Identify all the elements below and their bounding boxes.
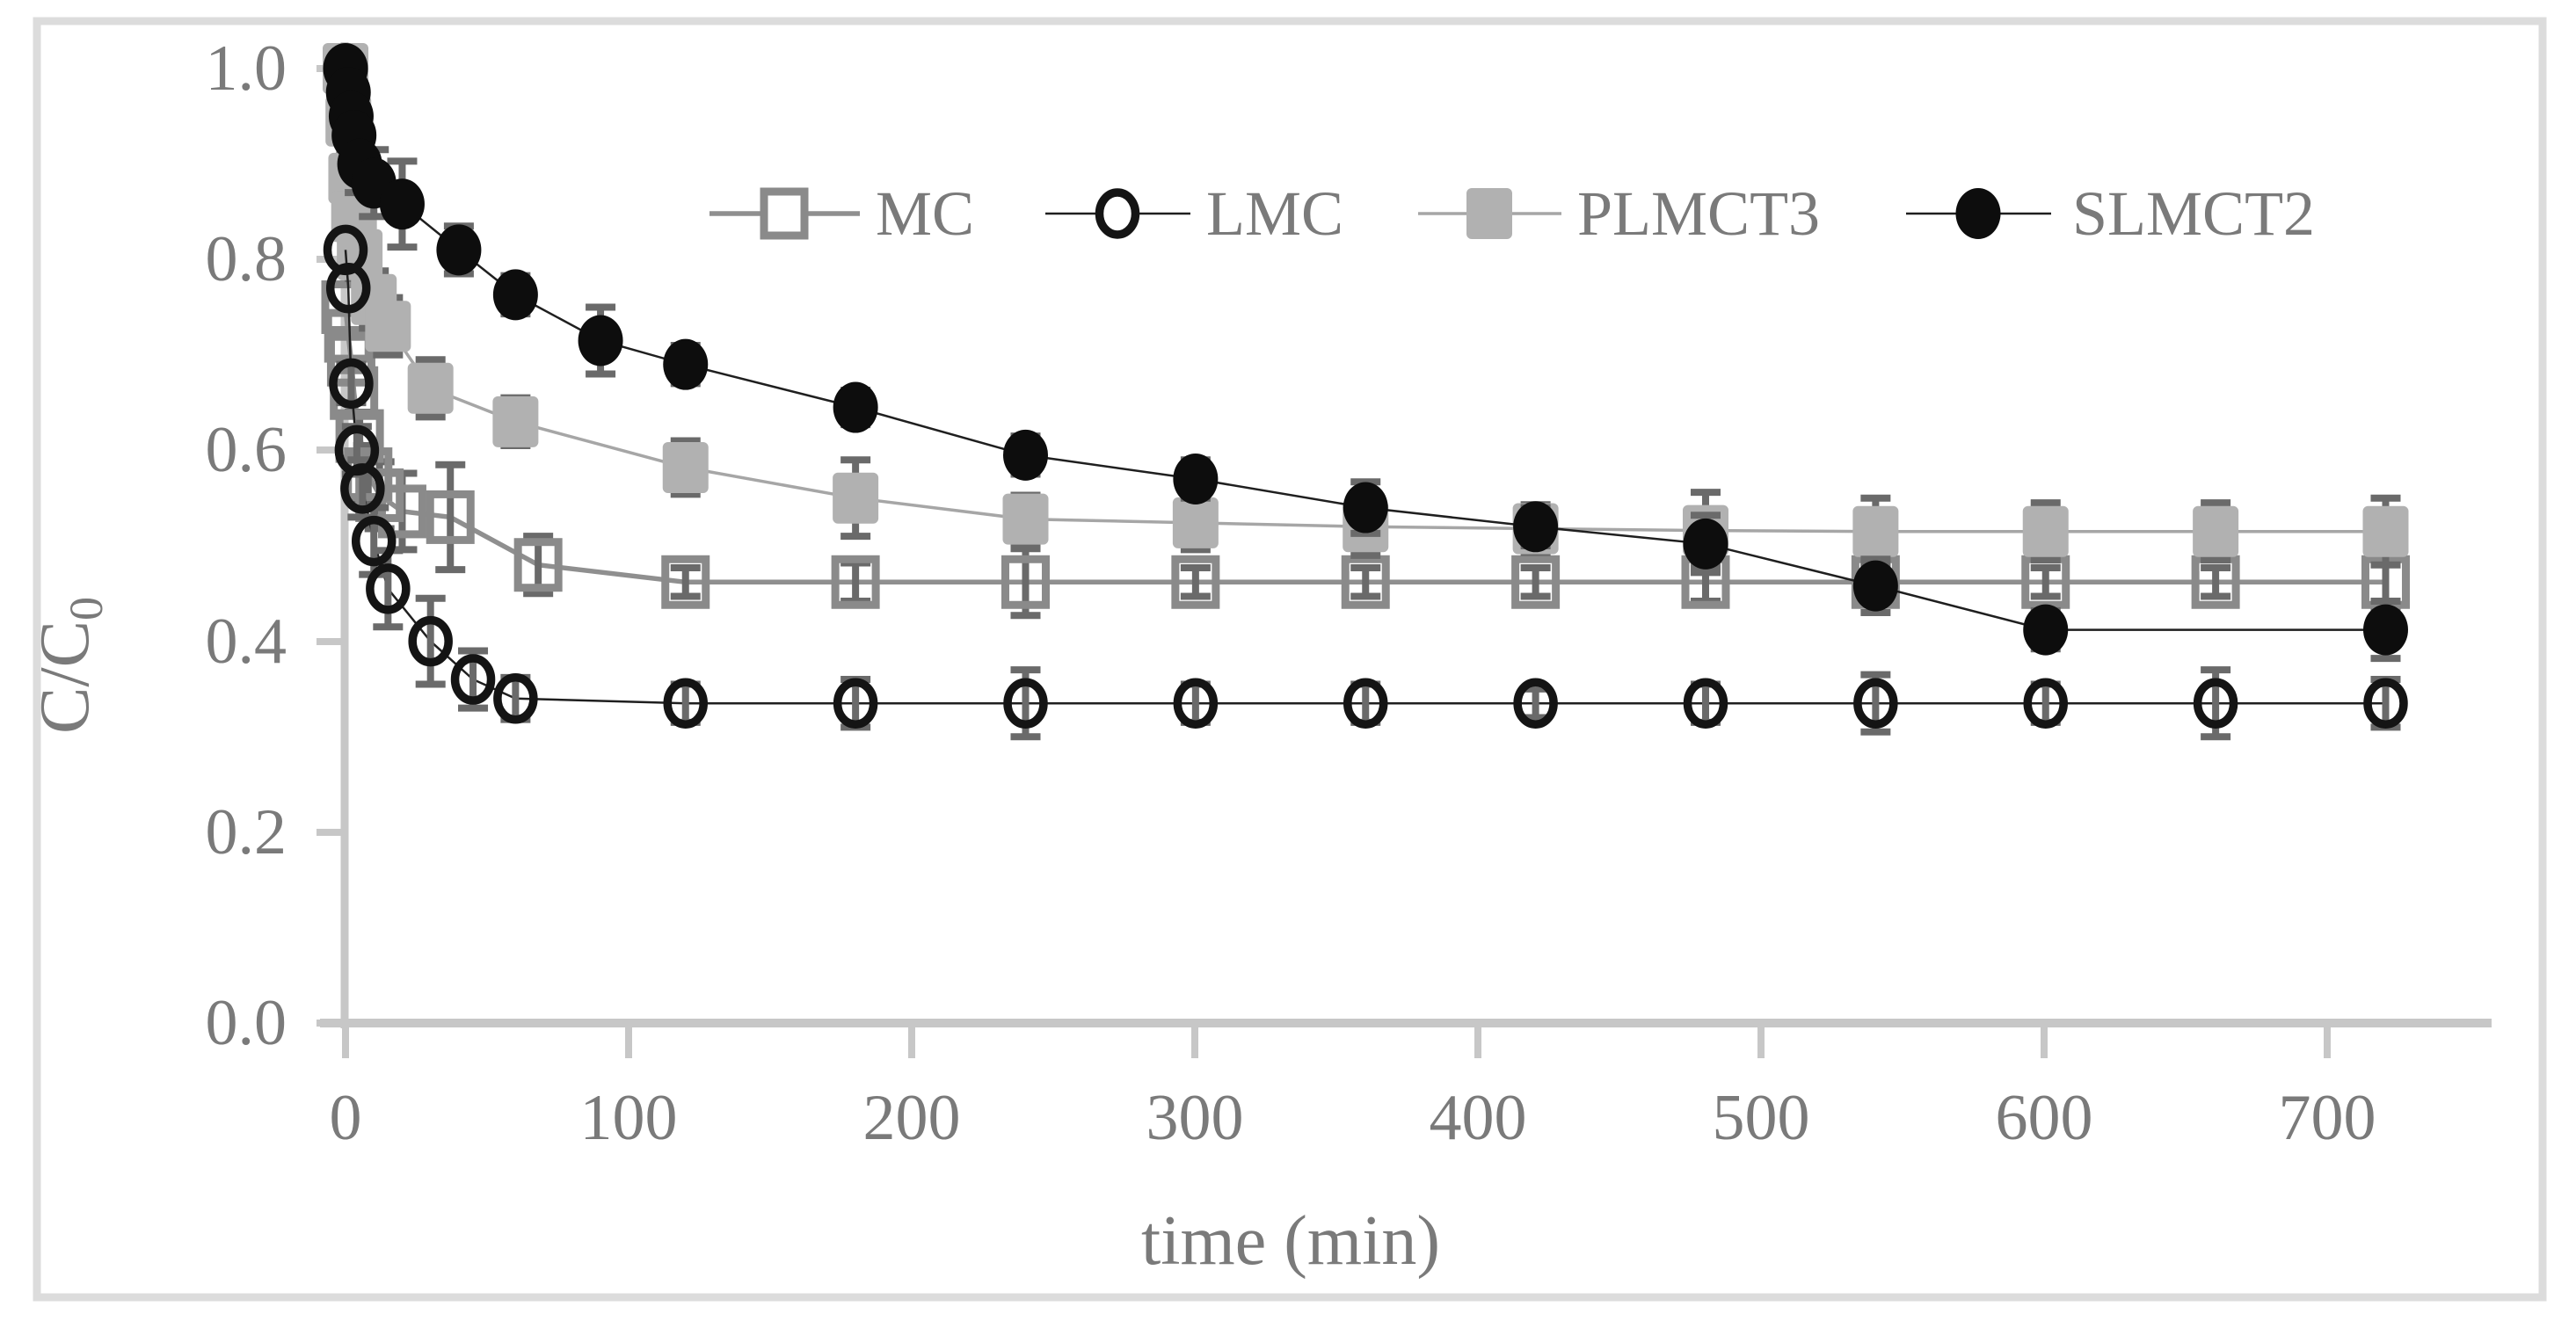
data-point-marker-PLMCT3	[2362, 505, 2409, 557]
open-circle-marker-icon	[1095, 188, 1140, 239]
data-point-marker-LMC	[493, 673, 538, 724]
legend: MC LMC PLMCT3 SLMCT2	[709, 178, 2315, 249]
data-point-marker-LMC	[663, 678, 708, 729]
y-axis-title-subscript: 0	[60, 597, 113, 621]
legend-label-lmc: LMC	[1206, 178, 1343, 249]
open-square-marker-icon	[760, 187, 809, 240]
legend-item-lmc: LMC	[1045, 178, 1343, 249]
legend-item-plmct3: PLMCT3	[1418, 178, 1820, 249]
x-tick-label: 200	[863, 1082, 961, 1154]
y-axis-title-main: C/C	[26, 621, 104, 734]
data-point-marker-MC	[661, 555, 710, 609]
x-tick-label: 700	[2279, 1082, 2376, 1154]
plot-area	[321, 43, 2410, 741]
data-point-marker-LMC	[1513, 678, 1558, 729]
data-point-marker-LMC	[1683, 678, 1728, 729]
x-tick-label: 400	[1430, 1082, 1527, 1154]
data-point-marker-LMC	[450, 654, 496, 705]
data-point-marker-SLMCT2	[379, 178, 425, 230]
data-point-marker-MC	[1511, 555, 1561, 609]
data-point-marker-SLMCT2	[492, 269, 538, 321]
x-axis-title: time (min)	[1141, 1202, 1440, 1280]
x-axis: 0 100 200 300 400 500 600 700 time (min)	[320, 1019, 2492, 1280]
y-tick-label: 0.8	[206, 223, 287, 295]
x-tick-label: 600	[1996, 1082, 2093, 1154]
data-point-marker-LMC	[1343, 678, 1388, 729]
data-point-marker-LMC	[329, 358, 374, 410]
data-point-marker-PLMCT3	[492, 396, 539, 447]
data-point-marker-SLMCT2	[1513, 501, 1559, 553]
x-tick-label: 100	[580, 1082, 678, 1154]
data-point-marker-PLMCT3	[365, 301, 411, 352]
data-point-marker-LMC	[325, 263, 371, 314]
data-point-marker-SLMCT2	[2023, 604, 2069, 656]
data-point-marker-LMC	[366, 563, 411, 614]
data-point-marker-PLMCT3	[1002, 493, 1049, 545]
x-tick-label: 0	[330, 1082, 362, 1154]
data-point-marker-MC	[1341, 555, 1390, 609]
series-SLMCT2	[323, 43, 2408, 663]
data-point-marker-LMC	[2363, 678, 2408, 729]
filled-circle-marker-icon	[1955, 188, 2001, 239]
data-point-marker-SLMCT2	[663, 338, 709, 390]
y-axis-title: C/C0	[26, 597, 113, 734]
data-point-marker-LMC	[1173, 678, 1219, 729]
data-point-marker-LMC	[1003, 678, 1048, 729]
filled-square-marker-icon	[1466, 188, 1512, 239]
data-point-marker-PLMCT3	[1172, 497, 1219, 548]
data-point-marker-SLMCT2	[578, 315, 623, 367]
data-point-marker-LMC	[408, 615, 453, 667]
data-point-marker-MC	[1001, 555, 1050, 609]
data-point-marker-SLMCT2	[1343, 482, 1388, 533]
data-point-marker-SLMCT2	[1002, 429, 1048, 481]
y-tick-label: 0.6	[206, 414, 287, 486]
data-point-marker-PLMCT3	[662, 441, 709, 493]
data-point-marker-LMC	[1853, 678, 1898, 729]
data-point-marker-SLMCT2	[1173, 453, 1219, 504]
legend-item-slmct2: SLMCT2	[1906, 178, 2315, 249]
legend-label-slmct2: SLMCT2	[2072, 178, 2315, 249]
data-point-marker-MC	[513, 538, 563, 592]
data-point-marker-LMC	[2023, 678, 2068, 729]
data-point-marker-MC	[426, 490, 475, 544]
legend-label-plmct3: PLMCT3	[1577, 178, 1820, 249]
legend-item-mc: MC	[709, 178, 974, 249]
data-point-marker-LMC	[2193, 678, 2238, 729]
data-point-marker-LMC	[833, 678, 878, 729]
x-tick-label: 300	[1146, 1082, 1244, 1154]
y-tick-label: 0.2	[206, 796, 287, 868]
data-point-marker-LMC	[351, 515, 397, 567]
data-point-marker-MC	[1171, 555, 1220, 609]
x-tick-label: 500	[1713, 1082, 1810, 1154]
data-point-marker-SLMCT2	[1683, 518, 1728, 570]
legend-label-mc: MC	[876, 178, 974, 249]
data-point-marker-PLMCT3	[2193, 505, 2239, 557]
y-tick-label: 1.0	[206, 33, 287, 105]
data-point-marker-SLMCT2	[2362, 604, 2408, 656]
data-point-marker-MC	[831, 555, 880, 609]
series-LMC	[323, 224, 2408, 741]
data-point-marker-LMC	[340, 463, 385, 514]
data-point-marker-SLMCT2	[1852, 560, 1898, 612]
data-point-marker-SLMCT2	[833, 381, 878, 433]
y-tick-label: 0.4	[206, 606, 287, 678]
y-tick-label: 0.0	[206, 987, 287, 1059]
data-point-marker-PLMCT3	[407, 362, 454, 414]
data-point-marker-PLMCT3	[1852, 505, 1899, 557]
data-point-marker-PLMCT3	[833, 472, 879, 524]
data-point-marker-SLMCT2	[436, 224, 482, 276]
data-point-marker-MC	[377, 484, 426, 539]
data-point-marker-PLMCT3	[2022, 505, 2069, 557]
